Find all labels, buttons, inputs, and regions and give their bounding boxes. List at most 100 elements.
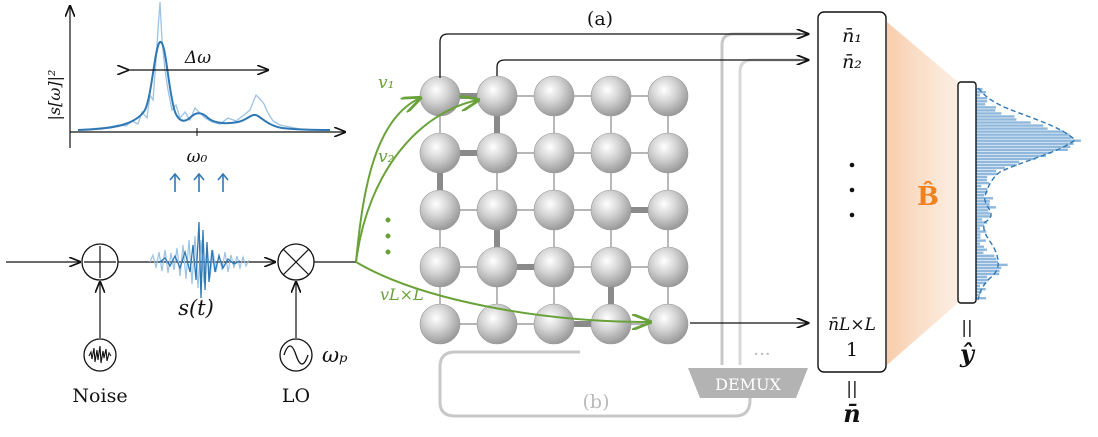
histogram-bar xyxy=(976,94,980,97)
histogram-bar xyxy=(976,251,984,254)
prediction-fit-curve xyxy=(977,87,1077,301)
histogram-bar xyxy=(976,157,1036,161)
histogram-bar xyxy=(976,281,987,285)
spectrum-xtick-label: ω₀ xyxy=(187,147,208,167)
histogram-bar xyxy=(976,197,994,200)
histogram-bar xyxy=(976,163,1017,167)
output-nLL: n̄L×L xyxy=(828,315,876,335)
histogram-bar xyxy=(976,215,991,218)
histogram-bar xyxy=(976,106,996,109)
spectrum-inset: |s[ω]|² ω₀ Δω xyxy=(45,1,345,167)
histogram-bar xyxy=(976,194,985,197)
signal-label: s(t) xyxy=(178,296,214,320)
lattice-mode-node xyxy=(419,303,461,345)
histogram-bar xyxy=(976,118,1017,121)
histogram-bar xyxy=(976,124,1044,127)
drive-arrows xyxy=(355,98,650,322)
histogram-bar xyxy=(976,254,995,257)
histogram-bar xyxy=(976,245,984,248)
histogram-bar xyxy=(976,212,990,215)
histogram-bar xyxy=(976,190,988,194)
drive-label-v1: v₁ xyxy=(378,73,394,93)
drive-dots xyxy=(385,217,391,255)
histogram-bar xyxy=(976,181,990,185)
lattice-mode-node xyxy=(476,303,518,345)
demux-block xyxy=(688,368,808,398)
spectrum-raw-curve xyxy=(77,1,330,131)
histogram-bar xyxy=(976,187,988,191)
drive-label-v2: v₂ xyxy=(378,147,395,167)
histogram-bar xyxy=(976,178,987,182)
histogram-bar xyxy=(976,269,1000,273)
lattice-mode-node xyxy=(476,246,518,288)
lattice-mode-node xyxy=(419,75,461,117)
histogram-bar xyxy=(976,227,980,230)
histogram-bar xyxy=(976,230,987,233)
signal-chain: Noise s(t) LO ωₚ xyxy=(6,221,356,407)
readout-matrix-label: B̂ xyxy=(917,181,939,212)
histogram-bar xyxy=(976,236,981,239)
histogram-bar xyxy=(976,233,981,236)
output-n2: n̄₂ xyxy=(842,51,862,73)
output-n1: n̄₁ xyxy=(842,25,862,47)
lattice-mode-node xyxy=(647,75,689,117)
lattice-mode-node xyxy=(476,132,518,174)
lattice-mode-node xyxy=(533,303,575,345)
output-n-vector: n̄ xyxy=(843,399,860,428)
output-bias-one: 1 xyxy=(846,339,858,361)
demux-label: DEMUX xyxy=(715,375,781,394)
readout-matrix xyxy=(887,22,958,365)
histogram-bar xyxy=(976,136,1072,139)
histogram-bar xyxy=(976,100,988,103)
histogram-bar xyxy=(976,127,1048,130)
histogram-bar xyxy=(976,145,1071,148)
prediction-histogram xyxy=(976,88,1081,300)
histogram-bar xyxy=(976,154,1046,158)
histogram-bar xyxy=(976,257,997,261)
histogram-bar xyxy=(976,272,1000,276)
histogram-bar xyxy=(976,109,996,112)
feedback-path xyxy=(438,350,752,418)
lattice-mode-node xyxy=(647,132,689,174)
fft-arrows xyxy=(169,172,229,192)
bandwidth-label: Δω xyxy=(184,48,211,68)
lattice-mode-node xyxy=(590,132,632,174)
lattice-mode-node xyxy=(590,75,632,117)
histogram-bar xyxy=(976,290,982,294)
histogram-bar xyxy=(976,278,989,282)
drive-arrow-1 xyxy=(355,98,420,263)
lattice-mode-node xyxy=(476,75,518,117)
demux-line-1 xyxy=(720,32,800,365)
lattice-mode-node xyxy=(419,132,461,174)
histogram-bar xyxy=(976,169,997,173)
sine-icon xyxy=(283,345,309,365)
lo-frequency-label: ωₚ xyxy=(322,343,348,367)
drive-arrow-2 xyxy=(355,100,478,263)
lattice-mode-node xyxy=(419,189,461,231)
histogram-bar xyxy=(976,97,987,100)
demux-dots: ··· xyxy=(753,344,770,365)
lattice-mode-node xyxy=(533,132,575,174)
lattice-mode-node xyxy=(647,189,689,231)
prediction-y-hat: ŷ xyxy=(959,339,976,368)
histogram-bar xyxy=(976,121,1031,124)
lattice-mode-node xyxy=(590,189,632,231)
histogram-bar xyxy=(976,103,986,106)
histogram-bar xyxy=(976,160,1020,164)
drive-arrow-last xyxy=(355,261,650,322)
prediction-vector-box xyxy=(957,81,977,304)
output-equals: || xyxy=(846,379,857,399)
histogram-bar xyxy=(976,175,988,179)
readout-arrow-2 xyxy=(496,60,808,76)
histogram-bar xyxy=(976,206,996,209)
histogram-bar xyxy=(976,142,1074,145)
histogram-bar xyxy=(976,266,1002,270)
spectrum-ylabel: |s[ω]|² xyxy=(45,70,64,121)
histogram-bar xyxy=(976,260,998,264)
histogram-bar xyxy=(976,166,1006,170)
histogram-bar xyxy=(976,184,982,188)
histogram-bar xyxy=(976,148,1068,151)
histogram-bar xyxy=(976,151,1052,155)
histogram-bar xyxy=(976,203,990,206)
